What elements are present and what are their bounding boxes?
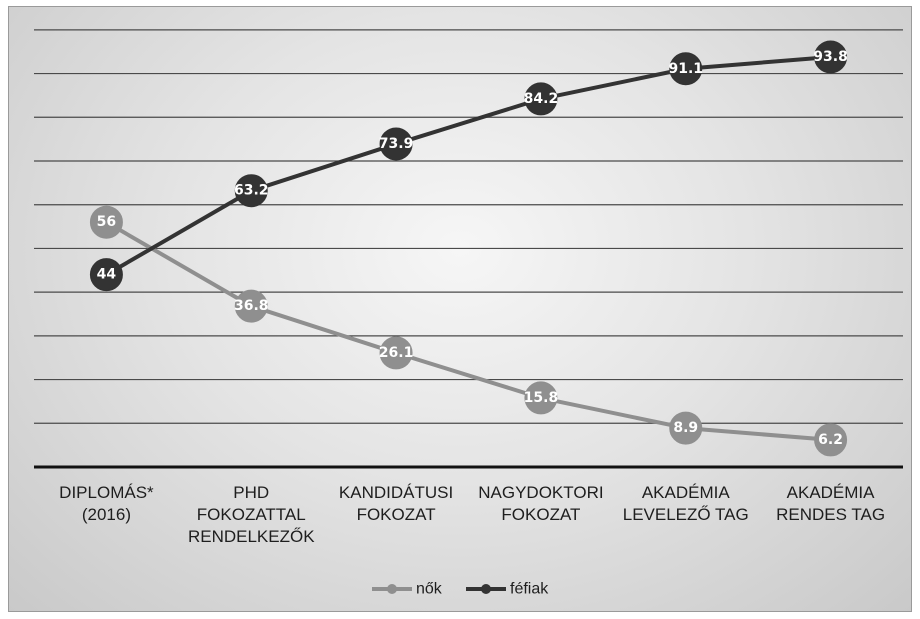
x-tick-label-line: (2016) <box>82 505 131 524</box>
legend-label: féfiak <box>510 581 549 598</box>
data-point <box>669 411 703 445</box>
data-point <box>669 52 703 86</box>
data-label: 26.1 <box>379 345 414 361</box>
data-point <box>89 258 123 292</box>
data-label: 84.2 <box>524 91 559 107</box>
data-point <box>379 336 413 370</box>
series-line-0 <box>105 220 831 442</box>
data-point <box>89 205 123 239</box>
legend-marker <box>387 584 397 594</box>
data-point <box>234 289 268 323</box>
x-tick-label-line: RENDELKEZŐK <box>188 527 315 546</box>
x-tick-label: KANDIDÁTUSI FOKOZAT <box>339 483 453 524</box>
data-point <box>524 82 558 116</box>
data-point <box>814 40 848 74</box>
data-label: 6.2 <box>818 432 843 448</box>
x-tick-label-line: KANDIDÁTUSI <box>339 483 453 502</box>
x-tick-label-line: NAGYDOKTORI <box>478 483 603 502</box>
x-tick-label-line: PHD <box>233 483 269 502</box>
data-label: 8.9 <box>673 420 698 436</box>
data-point <box>379 127 413 161</box>
x-tick-label-line: DIPLOMÁS* <box>59 483 154 502</box>
x-tick-label: DIPLOMÁS* (2016) <box>59 483 154 524</box>
data-label: 91.1 <box>668 61 703 77</box>
data-label: 44 <box>97 267 117 283</box>
x-tick-label: NAGYDOKTORI FOKOZAT <box>478 483 603 524</box>
data-label: 63.2 <box>234 183 269 199</box>
data-point <box>234 174 268 208</box>
data-point <box>524 381 558 415</box>
x-tick-label: PHD FOKOZATTAL RENDELKEZŐK <box>188 483 315 546</box>
x-tick-label-line: RENDES TAG <box>776 505 885 524</box>
data-label: 73.9 <box>379 136 414 152</box>
x-tick-label-line: AKADÉMIA <box>642 483 731 502</box>
x-tick-label-line: FOKOZATTAL <box>197 505 306 524</box>
chart-frame <box>8 6 912 612</box>
x-tick-label-line: AKADÉMIA <box>787 483 876 502</box>
x-tick-label-line: FOKOZAT <box>357 505 436 524</box>
x-tick-label: AKADÉMIA RENDES TAG <box>776 483 885 524</box>
data-label: 56 <box>97 214 116 230</box>
data-label: 36.8 <box>234 298 269 314</box>
legend-label: nők <box>416 581 443 598</box>
legend-marker <box>481 584 491 594</box>
data-label: 93.8 <box>813 49 848 65</box>
data-label: 15.8 <box>524 390 559 406</box>
x-tick-label-line: FOKOZAT <box>501 505 580 524</box>
x-tick-label-line: LEVELEZŐ TAG <box>623 505 749 524</box>
data-point <box>814 423 848 457</box>
x-tick-label: AKADÉMIA LEVELEZŐ TAG <box>623 483 749 524</box>
series-line-1 <box>105 54 831 277</box>
